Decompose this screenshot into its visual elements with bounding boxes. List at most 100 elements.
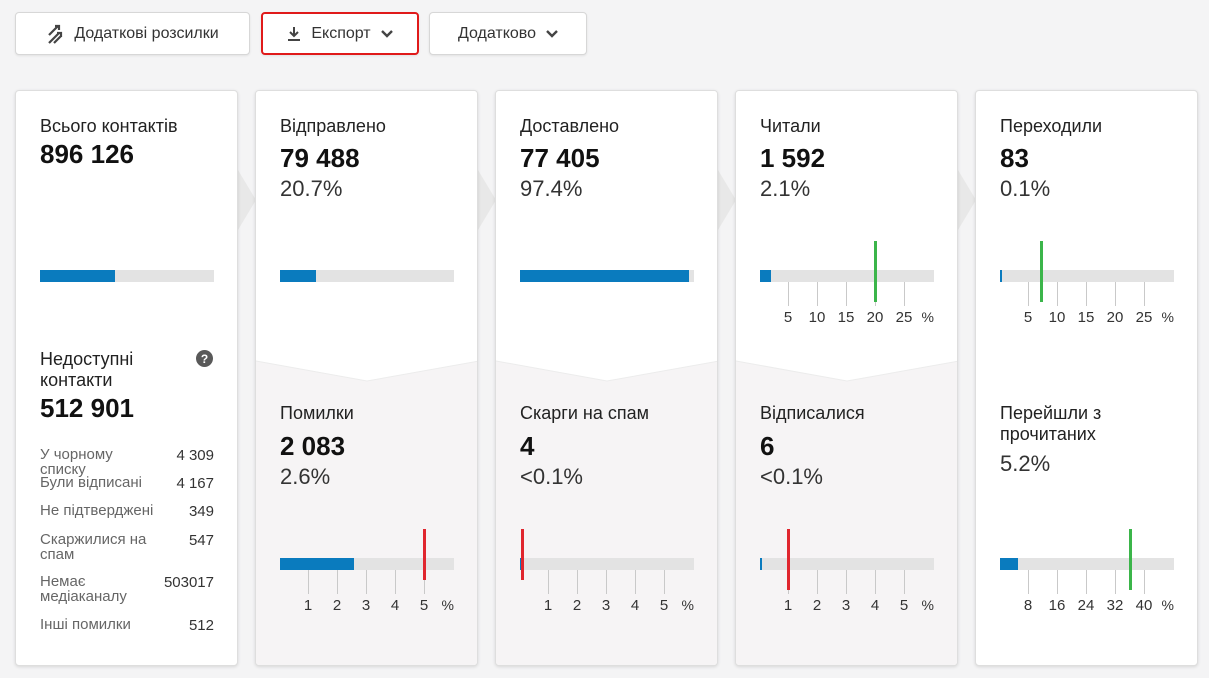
- scale-tick-label: 40: [1135, 597, 1153, 614]
- scale-tick: [817, 570, 818, 594]
- scale-tick-label: 2: [572, 597, 582, 614]
- scale-tick: [846, 282, 847, 306]
- read-scale: 5 10 15 20 25%: [760, 282, 934, 326]
- spam-bar: [520, 558, 694, 570]
- row-label: Скаржилися на спам: [40, 531, 147, 563]
- flow-arrow-icon: [958, 170, 976, 230]
- scale-tick: [1028, 282, 1029, 306]
- scale-tick-label: 5: [659, 597, 669, 614]
- read-benchmark-marker: [874, 241, 877, 302]
- row-label: Немає медіаканалу: [40, 573, 127, 605]
- card-notch: [736, 91, 957, 382]
- scale-tick-label: 15: [837, 309, 855, 326]
- scale-tick: [904, 282, 905, 306]
- card-notch: [256, 91, 477, 382]
- delivered-bar-fill: [520, 270, 690, 282]
- spam-percent: <0.1%: [520, 464, 583, 489]
- unsubscribed-scale: 1 2 3 4 5%: [760, 570, 934, 614]
- clicked-bar: [1000, 270, 1174, 282]
- unavailable-contacts-label: Недоступні контакти: [40, 349, 134, 390]
- scale-tick-label: 25: [895, 309, 913, 326]
- clicked-benchmark-marker: [1039, 241, 1043, 302]
- scale-tick-label: 16: [1048, 597, 1066, 614]
- click-of-read-bar: [1000, 558, 1174, 570]
- row-label: Не підтверджені: [40, 502, 154, 519]
- scale-tick: [1028, 570, 1029, 594]
- scale-tick-label: 5: [1023, 309, 1033, 326]
- sent-percent: 20.7%: [280, 176, 343, 201]
- chevron-down-icon: [380, 29, 393, 38]
- card-bottom-section: [736, 361, 957, 665]
- clicked-label: Переходили: [1000, 116, 1103, 136]
- scale-unit-label: %: [681, 597, 694, 613]
- read-bar-fill: [760, 270, 772, 282]
- row-value: 4 167: [176, 475, 214, 492]
- scale-tick: [664, 570, 665, 594]
- row-label: У чорному списку: [40, 446, 113, 478]
- more-dropdown-button[interactable]: Додатково: [429, 12, 587, 55]
- scale-tick: [548, 570, 549, 594]
- sent-label: Відправлено: [280, 116, 386, 136]
- total-contacts-bar-fill: [40, 270, 115, 282]
- scale-tick-label: 3: [361, 597, 371, 614]
- row-value: 547: [188, 532, 214, 549]
- flow-arrow-icon: [238, 170, 256, 230]
- read-label: Читали: [760, 116, 821, 136]
- unsubscribed-percent: <0.1%: [760, 464, 823, 489]
- scale-tick: [817, 282, 818, 306]
- spam-value: 4: [520, 431, 535, 461]
- scale-unit-label: %: [921, 309, 934, 325]
- scale-tick: [606, 570, 607, 594]
- total-contacts-value: 896 126: [40, 139, 134, 169]
- scale-tick: [635, 570, 636, 594]
- row-value: 349: [188, 503, 214, 520]
- delivered-spam-card: Доставлено 77 405 97.4% Скарги на спам 4…: [495, 90, 718, 666]
- card-notch: [496, 91, 717, 382]
- read-unsubscribed-card: Читали 1 592 2.1% 5 10 15 20 25% Відписалися…: [735, 90, 958, 666]
- spam-scale: 1 2 3 4 5%: [520, 570, 694, 614]
- unavailable-contacts-value: 512 901: [40, 393, 134, 423]
- scale-tick: [875, 570, 876, 594]
- sent-value: 79 488: [280, 143, 360, 173]
- additional-mailings-label: Додаткові розсилки: [74, 24, 219, 42]
- unsubscribed-bar-fill: [760, 558, 762, 570]
- scale-tick-label: 1: [543, 597, 553, 614]
- read-value: 1 592: [760, 143, 826, 173]
- scale-tick-label: 5: [783, 309, 793, 326]
- split-arrows-icon: [46, 23, 64, 45]
- clicked-card: Переходили 83 0.1% 5 10 15 20 25% Перейшли з…: [975, 90, 1198, 666]
- total-contacts-bar: [40, 270, 214, 282]
- scale-tick-label: 4: [870, 597, 880, 614]
- unsubscribed-bar: [760, 558, 934, 570]
- scale-tick-label: 4: [630, 597, 640, 614]
- scale-tick: [904, 570, 905, 594]
- click-of-read-label: Перейшли з прочитаних: [1000, 403, 1102, 444]
- flow-arrow-icon: [478, 170, 496, 230]
- export-label: Експорт: [311, 24, 371, 42]
- scale-tick: [1057, 570, 1058, 594]
- card-bottom-section: [496, 361, 717, 665]
- read-percent: 2.1%: [760, 176, 811, 201]
- scale-tick-label: 2: [332, 597, 342, 614]
- delivered-value: 77 405: [520, 143, 600, 173]
- scale-tick: [846, 570, 847, 594]
- total-contacts-label: Всього контактів: [40, 116, 178, 136]
- additional-mailings-button[interactable]: Додаткові розсилки: [15, 12, 250, 55]
- sent-errors-card: Відправлено 79 488 20.7% Помилки 2 083 2…: [255, 90, 478, 666]
- scale-tick-label: 10: [1048, 309, 1066, 326]
- scale-tick-label: 10: [808, 309, 826, 326]
- row-value: 512: [188, 617, 214, 634]
- scale-tick-label: 1: [783, 597, 793, 614]
- scale-tick: [1057, 282, 1058, 306]
- scale-tick-label: 25: [1135, 309, 1153, 326]
- errors-scale: 1 2 3 4 5%: [280, 570, 454, 614]
- export-dropdown-button[interactable]: Експорт: [261, 12, 419, 55]
- clicked-scale: 5 10 15 20 25%: [1000, 282, 1174, 326]
- errors-value: 2 083: [280, 431, 346, 461]
- scale-tick: [1115, 570, 1116, 594]
- scale-tick-label: 1: [303, 597, 313, 614]
- errors-bar-fill: [280, 558, 355, 570]
- help-icon[interactable]: ?: [196, 350, 213, 367]
- scale-tick-label: 4: [390, 597, 400, 614]
- scale-unit-label: %: [441, 597, 454, 613]
